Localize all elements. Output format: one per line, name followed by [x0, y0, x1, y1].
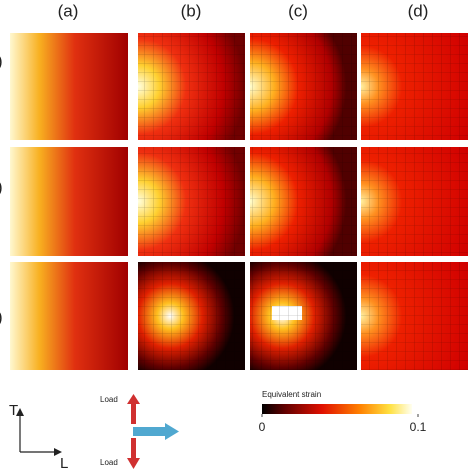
load-label: Load — [100, 458, 118, 467]
load-diagram: Load Load — [100, 394, 179, 469]
arrow-head — [165, 423, 179, 440]
mesh — [361, 33, 468, 370]
arrow-head — [127, 458, 140, 469]
gap — [357, 30, 361, 372]
arrow-head — [16, 408, 24, 416]
heatmap — [10, 33, 128, 140]
heatmap — [10, 147, 128, 256]
load-label: Load — [100, 395, 118, 404]
row-label: ) — [0, 51, 3, 70]
column-labels: (a) (b) (c) (d) — [58, 1, 429, 20]
column-label: (d) — [408, 1, 429, 20]
direction-arrow — [133, 427, 167, 436]
mesh — [138, 33, 245, 370]
column-label: (a) — [58, 1, 79, 20]
colorbar-title: Equivalent strain — [262, 390, 321, 399]
heatmap — [10, 262, 128, 370]
arrow-head — [54, 448, 62, 456]
tick-label: 0 — [259, 420, 266, 434]
column-label: (c) — [288, 1, 308, 20]
load-arrow — [131, 438, 136, 460]
mesh — [250, 33, 357, 370]
row-labels: ) ) ) — [0, 51, 3, 326]
strain-maps — [10, 30, 474, 372]
arrow-head — [127, 394, 140, 404]
colorbar: Equivalent strain 0 0.1 — [259, 390, 427, 434]
gap — [245, 30, 250, 372]
axis-label: L — [60, 455, 68, 472]
load-arrow — [131, 402, 136, 424]
gap — [128, 256, 474, 262]
colorbar-scale — [262, 404, 412, 414]
gap — [128, 140, 474, 147]
axis-label: T — [9, 402, 18, 419]
column-label: (b) — [181, 1, 202, 20]
row-label: ) — [0, 177, 3, 196]
axes-indicator: T L — [9, 402, 68, 472]
tick-label: 0.1 — [410, 420, 427, 434]
row-label: ) — [0, 307, 3, 326]
